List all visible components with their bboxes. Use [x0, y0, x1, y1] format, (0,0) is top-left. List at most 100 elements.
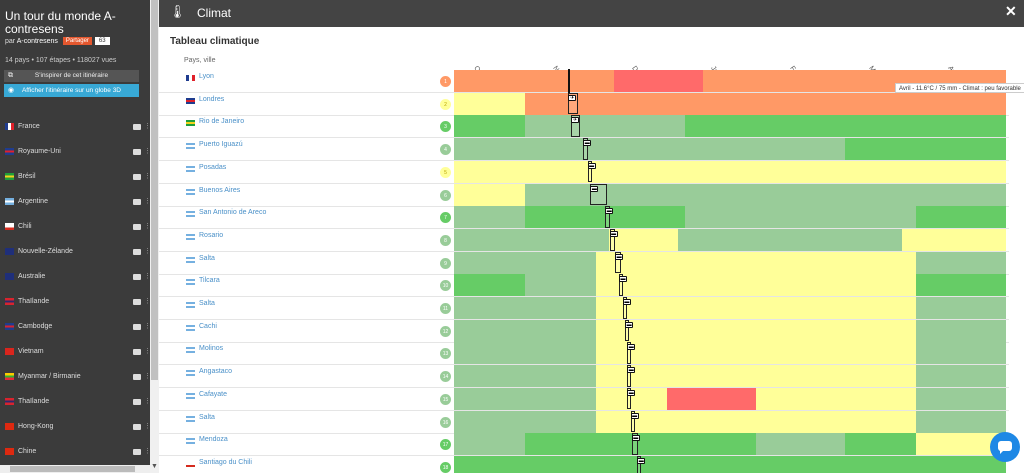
drag-handle-icon[interactable]: ⋮	[144, 398, 150, 405]
climate-cell[interactable]	[525, 410, 544, 433]
climate-cell[interactable]	[880, 115, 899, 138]
climate-cell[interactable]	[898, 410, 917, 433]
climate-cell[interactable]	[933, 433, 953, 456]
climate-cell[interactable]	[791, 342, 811, 365]
climate-cell[interactable]	[791, 138, 811, 161]
climate-cell[interactable]	[596, 115, 615, 138]
climate-cell[interactable]	[542, 92, 562, 115]
climate-cell[interactable]	[951, 342, 971, 365]
climate-cell[interactable]	[649, 160, 668, 183]
bus-icon[interactable]: ▬	[590, 185, 599, 192]
climate-cell[interactable]	[809, 365, 828, 388]
climate-cell[interactable]	[649, 455, 668, 473]
climate-cell[interactable]	[862, 342, 882, 365]
climate-cell[interactable]	[987, 160, 1006, 183]
climate-cell[interactable]	[880, 160, 899, 183]
drag-handle-icon[interactable]: ⋮	[144, 298, 150, 305]
drag-handle-icon[interactable]: ⋮	[144, 198, 150, 205]
climate-cell[interactable]	[685, 342, 704, 365]
climate-cell[interactable]	[746, 228, 765, 251]
climate-cell[interactable]	[702, 92, 722, 115]
climate-cell[interactable]	[756, 342, 775, 365]
climate-cell[interactable]	[667, 274, 686, 297]
climate-cell[interactable]	[542, 455, 562, 473]
climate-cell[interactable]	[613, 433, 633, 456]
camera-icon[interactable]	[133, 424, 141, 430]
climate-cell[interactable]	[720, 92, 739, 115]
climate-cell[interactable]	[560, 387, 579, 410]
climate-cell[interactable]	[809, 183, 828, 206]
climate-cell[interactable]	[667, 183, 686, 206]
climate-cell[interactable]	[898, 92, 917, 115]
city-link[interactable]: Posadas	[199, 163, 227, 171]
climate-cell[interactable]	[773, 342, 793, 365]
climate-cell[interactable]	[969, 251, 988, 274]
climate-cell[interactable]	[773, 206, 793, 229]
climate-cell[interactable]	[720, 319, 739, 342]
climate-cell[interactable]	[936, 228, 954, 251]
climate-cell[interactable]	[738, 455, 757, 473]
climate-cell[interactable]	[560, 433, 579, 456]
city-link[interactable]: Buenos Aires	[199, 186, 241, 194]
climate-cell[interactable]	[613, 92, 633, 115]
climate-cell[interactable]	[987, 228, 1006, 251]
climate-cell[interactable]	[791, 433, 811, 456]
drag-handle-icon[interactable]: ⋮	[144, 373, 150, 380]
close-icon[interactable]: ✕	[1005, 3, 1017, 19]
climate-cell[interactable]	[578, 206, 597, 229]
climate-cell[interactable]	[454, 410, 473, 433]
camera-icon[interactable]	[133, 124, 141, 130]
climate-cell[interactable]	[951, 92, 971, 115]
climate-cell[interactable]	[649, 138, 668, 161]
climate-cell[interactable]	[667, 410, 686, 433]
climate-cell[interactable]	[791, 274, 811, 297]
bus-icon[interactable]: ▬	[619, 276, 628, 283]
sidebar-scrollbar[interactable]: ▼	[150, 0, 159, 473]
sidebar-item-country[interactable]: Hong-Kong ⋮	[0, 418, 150, 436]
climate-cell[interactable]	[827, 365, 846, 388]
route-segment[interactable]	[619, 274, 624, 296]
climate-cell[interactable]	[542, 342, 562, 365]
climate-cell[interactable]	[987, 183, 1006, 206]
climate-cell[interactable]	[667, 160, 686, 183]
climate-cell[interactable]	[507, 274, 526, 297]
climate-cell[interactable]	[578, 297, 597, 319]
author-link[interactable]: A-contresens	[16, 37, 58, 45]
climate-cell[interactable]	[898, 274, 917, 297]
climate-cell[interactable]	[643, 228, 662, 251]
climate-cell[interactable]	[525, 387, 544, 410]
climate-cell[interactable]	[773, 70, 793, 92]
climate-cell[interactable]	[507, 206, 526, 229]
climate-cell[interactable]	[880, 433, 899, 456]
climate-cell[interactable]	[773, 160, 793, 183]
climate-cell[interactable]	[969, 206, 988, 229]
climate-cell[interactable]	[738, 387, 757, 410]
climate-cell[interactable]	[578, 365, 597, 388]
climate-cell[interactable]	[756, 92, 775, 115]
climate-cell[interactable]	[578, 410, 597, 433]
climate-cell[interactable]	[685, 92, 704, 115]
climate-cell[interactable]	[933, 160, 953, 183]
climate-cell[interactable]	[631, 70, 651, 92]
climate-cell[interactable]	[791, 319, 811, 342]
climate-cell[interactable]	[809, 274, 828, 297]
climate-cell[interactable]	[454, 297, 473, 319]
climate-cell[interactable]	[880, 183, 899, 206]
city-link[interactable]: Cafayate	[199, 390, 228, 398]
sidebar-item-country[interactable]: Thaïlande ⋮	[0, 293, 150, 311]
climate-cell[interactable]	[987, 206, 1006, 229]
camera-icon[interactable]	[133, 199, 141, 205]
climate-cell[interactable]	[916, 455, 935, 473]
climate-cell[interactable]	[613, 138, 633, 161]
climate-cell[interactable]	[557, 228, 576, 251]
climate-cell[interactable]	[522, 228, 541, 251]
climate-cell[interactable]	[815, 228, 834, 251]
sidebar-horizontal-scrollbar[interactable]	[0, 465, 150, 473]
climate-cell[interactable]	[489, 455, 508, 473]
climate-cell[interactable]	[454, 455, 473, 473]
climate-cell[interactable]	[791, 115, 811, 138]
climate-cell[interactable]	[454, 70, 473, 92]
climate-cell[interactable]	[916, 274, 935, 297]
climate-cell[interactable]	[720, 160, 739, 183]
climate-cell[interactable]	[798, 228, 817, 251]
